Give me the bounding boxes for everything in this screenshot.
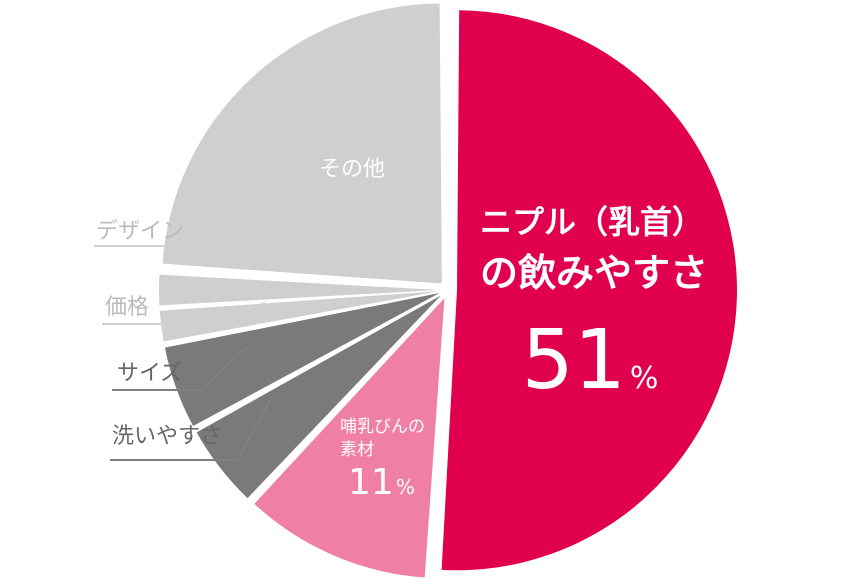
main-slice-value: 51% <box>522 313 659 408</box>
material-slice-value: 11% <box>348 462 415 503</box>
material-slice-number: 11 <box>348 462 394 503</box>
label-price: 価格 <box>105 295 149 320</box>
pie-slice-2 <box>196 295 441 499</box>
pie-slice-3 <box>164 293 440 427</box>
pie-slices <box>159 3 737 578</box>
main-slice-number: 51 <box>522 313 626 408</box>
pie-slice-6 <box>162 3 442 284</box>
label-size: サイズ <box>117 361 182 386</box>
leader-lines <box>94 245 271 461</box>
pie-slice-4 <box>159 291 440 342</box>
leader-wash <box>110 399 271 461</box>
pie-slice-1 <box>254 298 445 578</box>
material-slice-unit: % <box>396 475 415 499</box>
leader-design <box>94 245 263 269</box>
pie-slice-5 <box>159 274 439 306</box>
label-wash: 洗いやすさ <box>112 424 222 449</box>
other-slice-label: その他 <box>319 157 385 182</box>
main-slice-unit: % <box>630 361 659 396</box>
leader-price <box>102 302 266 325</box>
leader-size <box>112 344 251 391</box>
main-slice-label-line2: の飲みやすさ <box>480 251 708 295</box>
pie-slice-0 <box>441 10 737 571</box>
material-slice-label-line2: 素材 <box>340 440 374 460</box>
material-slice-label-line1: 哺乳びんの <box>340 417 425 437</box>
main-slice-label-line1: ニプル（乳首） <box>480 203 704 241</box>
label-design: デザイン <box>96 219 184 244</box>
